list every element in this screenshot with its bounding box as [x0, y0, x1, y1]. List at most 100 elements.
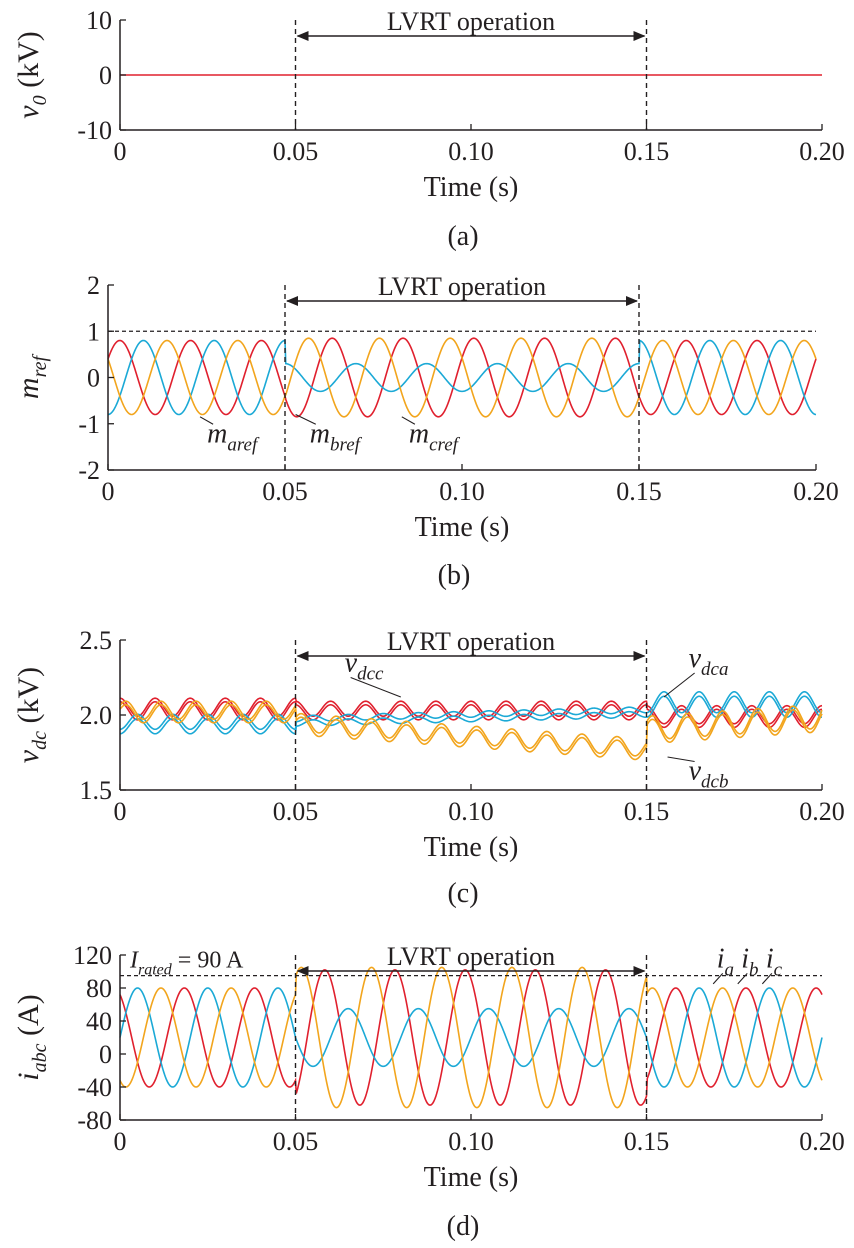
svg-text:iabc (A): iabc (A) [12, 994, 51, 1080]
series-line [119, 697, 823, 725]
lvrt-arrowhead-left [286, 296, 298, 306]
chart-panel-d: Irated = 90 A LVRT operation 0 0.05 0.10 0.15… [12, 941, 845, 1242]
svg-text:v0 (kV): v0 (kV) [12, 31, 51, 118]
lvrt-arrowhead-right [633, 31, 646, 41]
y-tick-label: 0 [99, 61, 112, 90]
annotation-leader [663, 672, 695, 698]
y-axis-label: vdc (kV) [12, 667, 51, 763]
y-tick-label: 10 [86, 6, 112, 35]
y-tick-label: -80 [77, 1106, 112, 1135]
x-tick-label: 0.20 [793, 477, 839, 506]
series-line [107, 337, 817, 418]
y-tick-label: 0 [87, 364, 100, 393]
x-tick-label: 0.15 [624, 137, 670, 166]
annotation-leader [667, 756, 695, 763]
series-line [119, 969, 823, 1106]
y-tick-label: 1.5 [80, 776, 113, 805]
series-line [119, 704, 823, 761]
chart-panel-b: LVRT operation 0 0.05 0.10 0.15 0.20 2 1 0 -1 -2 Ti… [12, 271, 839, 591]
y-tick-label: 80 [86, 974, 112, 1003]
lvrt-label: LVRT operation [387, 7, 555, 36]
series-line [119, 700, 823, 729]
series-line [119, 695, 823, 735]
lvrt-arrowhead-left [296, 966, 309, 976]
x-tick-label: 0.15 [616, 477, 662, 506]
x-tick-label: 0.20 [799, 797, 845, 826]
y-tick-label: -1 [78, 410, 100, 439]
annotation-leader [199, 416, 214, 425]
svg-text:vdc (kV): vdc (kV) [12, 667, 51, 763]
x-tick-label: 0.10 [448, 1127, 494, 1156]
series-annotation: ic [766, 943, 783, 980]
x-axis-label: Time (s) [415, 512, 510, 543]
panel-caption: (c) [447, 878, 478, 909]
series-annotation: mcref [409, 418, 461, 455]
x-tick-label: 0.10 [439, 477, 485, 506]
x-tick-label: 0 [114, 1127, 127, 1156]
x-tick-label: 0.20 [799, 1127, 845, 1156]
lvrt-arrowhead-right [633, 651, 646, 661]
x-tick-label: 0.05 [273, 797, 319, 826]
series-annotation: vdcb [689, 756, 729, 793]
lvrt-label: LVRT operation [387, 942, 555, 971]
x-tick-label: 0.15 [624, 797, 670, 826]
y-tick-label: -2 [78, 456, 100, 485]
x-tick-label: 0.10 [448, 137, 494, 166]
series-annotation: vdca [689, 643, 729, 680]
y-axis-label: v0 (kV) [12, 31, 51, 118]
svg-text:mref: mref [12, 353, 51, 399]
annotation-leader [737, 973, 748, 985]
series-line [107, 339, 817, 416]
panel-caption: (d) [447, 1211, 480, 1242]
x-axis-label: Time (s) [424, 1162, 519, 1193]
y-tick-label: 40 [86, 1007, 112, 1036]
annotation-leader [401, 416, 416, 425]
x-tick-label: 0.05 [273, 1127, 319, 1156]
x-tick-label: 0.10 [448, 797, 494, 826]
lvrt-label: LVRT operation [387, 627, 555, 656]
series-line [119, 966, 823, 1109]
x-tick-label: 0.05 [273, 137, 319, 166]
annotation-leader [761, 973, 773, 985]
panel-caption: (a) [447, 221, 478, 252]
x-axis-label: Time (s) [424, 172, 519, 203]
series-annotation: maref [207, 418, 260, 455]
lvrt-arrowhead-left [296, 31, 309, 41]
annotation-leader [712, 973, 724, 985]
x-tick-label: 0 [114, 137, 127, 166]
series-annotation: vdcc [345, 648, 384, 685]
series-annotation: ib [741, 943, 758, 980]
chart-panel-c: LVRT operation 0 0.05 0.10 0.15 0.20 2.5 2.0 1.5… [12, 626, 845, 909]
x-axis-label: Time (s) [424, 832, 519, 863]
annotation-leader [350, 676, 401, 698]
x-tick-label: 0.20 [799, 137, 845, 166]
series-line [119, 987, 823, 1088]
y-tick-label: -10 [77, 116, 112, 145]
rated-label: Irated = 90 A [129, 948, 244, 979]
lvrt-arrowhead-right [633, 966, 646, 976]
y-tick-label: -40 [77, 1073, 112, 1102]
series-line [107, 337, 817, 418]
x-tick-label: 0.05 [262, 477, 308, 506]
y-tick-label: 0 [99, 1040, 112, 1069]
y-tick-label: 120 [73, 941, 112, 970]
series-line [119, 690, 823, 731]
y-tick-label: 2 [87, 271, 100, 300]
y-tick-label: 2.0 [80, 701, 113, 730]
x-tick-label: 0 [114, 797, 127, 826]
panel-caption: (b) [438, 560, 471, 591]
series-annotation: ia [717, 943, 734, 980]
series-line [119, 700, 823, 757]
series-annotation: mbref [310, 418, 363, 455]
x-tick-label: 0 [102, 477, 115, 506]
lvrt-label: LVRT operation [378, 272, 546, 301]
lvrt-arrowhead-right [626, 296, 638, 306]
y-tick-label: 2.5 [80, 626, 113, 655]
lvrt-arrowhead-left [296, 651, 309, 661]
y-axis-label: iabc (A) [12, 994, 51, 1080]
annotation-leader [295, 414, 317, 425]
y-axis-label: mref [12, 353, 51, 399]
x-tick-label: 0.15 [624, 1127, 670, 1156]
